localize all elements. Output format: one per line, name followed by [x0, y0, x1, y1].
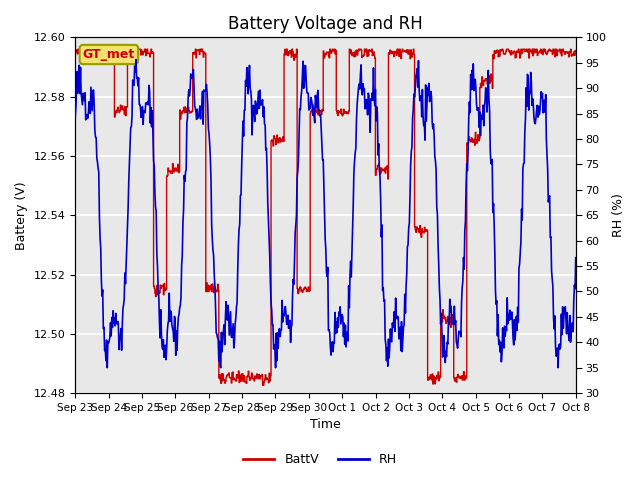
- Text: GT_met: GT_met: [83, 48, 135, 61]
- X-axis label: Time: Time: [310, 419, 341, 432]
- Legend: BattV, RH: BattV, RH: [238, 448, 402, 471]
- Y-axis label: Battery (V): Battery (V): [15, 181, 28, 250]
- Y-axis label: RH (%): RH (%): [612, 193, 625, 237]
- Title: Battery Voltage and RH: Battery Voltage and RH: [228, 15, 423, 33]
